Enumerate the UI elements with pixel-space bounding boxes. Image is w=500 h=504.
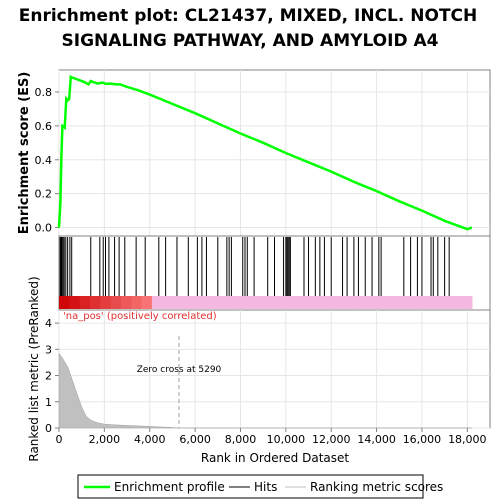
rank-bar-segment — [451, 296, 463, 309]
rank-bar-segment — [275, 296, 287, 309]
rank-bar-segment — [182, 296, 194, 309]
metric-y-tick-label: 1 — [45, 396, 52, 409]
metric-y-tick-label: 3 — [45, 343, 52, 356]
x-tick-label: 6,000 — [179, 433, 211, 446]
rank-bar-segment — [440, 296, 452, 309]
es-panel: 0.0 0.2 0.4 0.6 0.8 Enrichment score (ES) — [17, 69, 491, 237]
rank-bar-segment — [317, 296, 328, 309]
rank-bar-segment — [389, 296, 401, 309]
rank-bar-segment — [286, 296, 297, 309]
rank-bar-segment — [162, 296, 174, 309]
legend-hits-label: Hits — [254, 480, 277, 494]
rank-bar-segment — [69, 296, 81, 309]
rank-bar-segment — [306, 296, 318, 309]
rank-bar-segment — [347, 296, 359, 309]
rank-bar-segment — [120, 296, 132, 309]
rank-bar-segment — [79, 296, 91, 309]
metric-y-tick-label: 2 — [45, 370, 52, 383]
rank-bar-segment — [461, 296, 473, 309]
rank-bar-segment — [368, 296, 380, 309]
es-y-tick-label: 0.4 — [35, 154, 53, 167]
x-tick-label: 8,000 — [225, 433, 257, 446]
rank-bar-segment — [213, 296, 225, 309]
chart-title-line-1: Enrichment plot: CL21437, MIXED, INCL. N… — [19, 6, 478, 26]
es-y-tick-label: 0.8 — [35, 86, 53, 99]
zero-cross-label: Zero cross at 5290 — [137, 365, 222, 375]
rank-bar-segment — [430, 296, 442, 309]
legend-enrichment-label: Enrichment profile — [114, 480, 225, 494]
rank-bar-segment — [378, 296, 390, 309]
rank-bar-segment — [255, 296, 267, 309]
chart-title-line-2: SIGNALING PATHWAY, AND AMYLOID A4 — [62, 31, 439, 51]
rank-bar-segment — [89, 296, 101, 309]
rank-bar-segment — [234, 296, 246, 309]
metric-y-axis-label: Ranked list metric (PreRanked) — [27, 276, 41, 461]
rank-bar-segment — [141, 296, 153, 309]
rank-bar-segment — [193, 296, 205, 309]
legend-metric-label: Ranking metric scores — [310, 480, 443, 494]
hits-panel — [58, 235, 491, 311]
rank-bar-segment — [296, 296, 308, 309]
rank-bar-segment — [420, 296, 432, 309]
es-y-tick-label: 0.0 — [35, 222, 53, 235]
rank-bar-segment — [399, 296, 411, 309]
metric-panel: Zero cross at 5290 'na_pos' (positively … — [27, 276, 491, 465]
x-tick-label: 2,000 — [89, 433, 121, 446]
rank-bar-segment — [131, 296, 143, 309]
enrichment-profile-line — [57, 74, 473, 231]
x-axis-label: Rank in Ordered Dataset — [201, 451, 349, 465]
rank-bar-segment — [358, 296, 370, 309]
rank-bar-segment — [327, 296, 339, 309]
pos-correlated-label: 'na_pos' (positively correlated) — [63, 311, 217, 322]
rank-bar-segment — [203, 296, 215, 309]
x-tick-label: 16,000 — [403, 433, 442, 446]
x-tick-label: 18,000 — [448, 433, 487, 446]
es-y-tick-label: 0.6 — [35, 120, 53, 133]
metric-panel-frame — [58, 309, 491, 429]
rank-bar-segment — [265, 296, 277, 309]
rank-bar-segment — [100, 296, 112, 309]
x-tick-label: 14,000 — [357, 433, 396, 446]
x-tick-label: 0 — [56, 433, 63, 446]
metric-y-tick-label: 4 — [45, 317, 52, 330]
rank-bar-segment — [409, 296, 421, 309]
rank-bar-segment — [337, 296, 349, 309]
rank-bar-segment — [151, 296, 163, 309]
rank-bar-segment — [59, 296, 70, 309]
rank-bar-segment — [224, 296, 236, 309]
x-tick-label: 4,000 — [134, 433, 166, 446]
x-tick-label: 10,000 — [267, 433, 306, 446]
es-y-axis-label: Enrichment score (ES) — [17, 72, 32, 235]
x-tick-label: 12,000 — [312, 433, 351, 446]
legend-frame — [77, 474, 424, 499]
rank-bar-segment — [172, 296, 184, 309]
rank-bar-segment — [244, 296, 256, 309]
rank-bar-segment — [110, 296, 122, 309]
metric-y-tick-label: 0 — [45, 422, 52, 435]
legend: Enrichment profile Hits Ranking metric s… — [77, 474, 443, 499]
es-y-tick-label: 0.2 — [35, 188, 53, 201]
